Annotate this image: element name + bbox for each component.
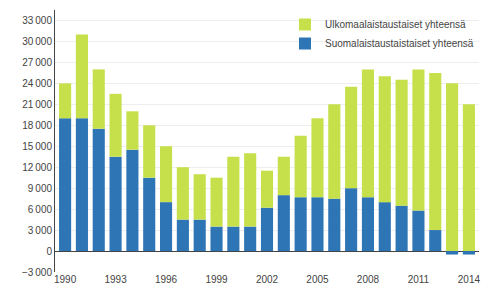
svg-text:2005: 2005 <box>306 274 329 285</box>
svg-text:9 000: 9 000 <box>28 183 53 194</box>
svg-text:12 000: 12 000 <box>22 162 52 173</box>
svg-text:2014: 2014 <box>458 274 481 285</box>
svg-text:Ulkomaalaistaustaiset yhteensä: Ulkomaalaistaustaiset yhteensä <box>325 19 466 30</box>
svg-text:6 000: 6 000 <box>28 204 53 215</box>
svg-text:27 000: 27 000 <box>22 57 52 68</box>
svg-text:15 000: 15 000 <box>22 141 52 152</box>
svg-text:3 000: 3 000 <box>28 225 53 236</box>
svg-text:1996: 1996 <box>155 274 178 285</box>
svg-text:30 000: 30 000 <box>22 36 52 47</box>
svg-text:2008: 2008 <box>357 274 380 285</box>
svg-text:33 000: 33 000 <box>22 15 52 26</box>
svg-text:0: 0 <box>46 246 52 257</box>
svg-text:24 000: 24 000 <box>22 78 52 89</box>
svg-text:1999: 1999 <box>205 274 228 285</box>
svg-text:−3 000: −3 000 <box>22 267 53 278</box>
svg-text:Suomalaistaustaistaiset yhteen: Suomalaistaustaistaiset yhteensä <box>325 38 474 49</box>
svg-text:2002: 2002 <box>256 274 279 285</box>
svg-text:21 000: 21 000 <box>22 99 52 110</box>
svg-text:1990: 1990 <box>54 274 77 285</box>
svg-text:1993: 1993 <box>104 274 127 285</box>
svg-text:18 000: 18 000 <box>22 120 52 131</box>
svg-text:2011: 2011 <box>408 274 430 285</box>
